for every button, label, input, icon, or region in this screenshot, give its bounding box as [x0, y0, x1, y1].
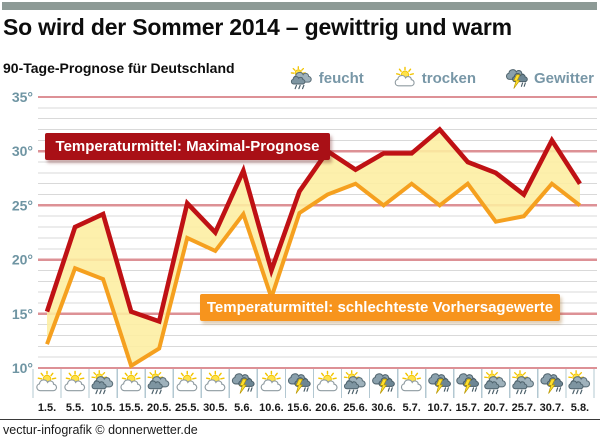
legend-label: Gewitter [533, 69, 594, 87]
x-axis-label: 10.7. [427, 402, 451, 414]
legend-label: trocken [421, 69, 476, 87]
x-axis-label: 15.7. [456, 402, 480, 414]
y-axis-label: 35° [12, 89, 33, 105]
x-axis-label: 5.6. [234, 402, 252, 414]
gewitter-icon [428, 373, 452, 395]
trocken-icon [260, 370, 282, 392]
trocken-icon [204, 370, 226, 392]
min-series-line [45, 180, 582, 369]
gewitter-icon [287, 373, 311, 395]
y-axis-label: 15° [12, 306, 33, 322]
range-band [47, 129, 580, 366]
series-lines [44, 126, 582, 369]
y-axis-label: 30° [12, 143, 33, 159]
x-axis-label: 25.7. [512, 402, 536, 414]
feucht-icon [512, 370, 535, 395]
trocken-icon [64, 370, 86, 392]
trocken-icon [176, 370, 198, 392]
temperature-range-band [47, 129, 580, 366]
feucht-icon [484, 370, 507, 395]
gewitter-icon [372, 373, 395, 395]
x-axis: 1.5. 5.5. 10.5. 15.5. 20.5. 25.5. 30.5. 5.6. 10.… [32, 369, 595, 414]
x-axis-label: 20.5. [147, 402, 171, 414]
x-axis-label: 30.5. [203, 402, 227, 414]
feucht-icon [568, 370, 591, 395]
x-axis-label: 20.6. [315, 402, 339, 414]
gewitter-icon [456, 373, 480, 395]
x-axis-label: 25.6. [343, 402, 367, 414]
feucht-icon [147, 370, 170, 395]
legend-label: feucht [318, 69, 364, 87]
feucht-icon [343, 370, 366, 395]
x-axis-label: 15.5. [119, 402, 143, 414]
x-axis-label: 30.6. [371, 402, 395, 414]
y-axis: 10° 15° 20° 25° 30° 35° [12, 89, 33, 376]
min-series-label: Temperaturmittel: schlechteste Vorhersag… [200, 294, 560, 321]
x-axis-label: 5.5. [66, 402, 84, 414]
x-axis-label: 10.6. [259, 402, 283, 414]
trocken-icon [316, 370, 338, 392]
page-title: So wird der Sommer 2014 – gewittrig und … [3, 14, 512, 40]
x-axis-label: 15.6. [287, 402, 311, 414]
credit-line: vectur-infografik © donnerwetter.de [3, 423, 198, 437]
x-axis-label: 20.7. [484, 402, 508, 414]
feucht-icon [91, 370, 114, 395]
y-axis-label: 25° [12, 197, 33, 213]
y-axis-label: 10° [12, 360, 33, 376]
trocken-icon [400, 370, 422, 392]
x-axis-label: 5.8. [571, 402, 589, 414]
x-axis-label: 10.5. [91, 402, 115, 414]
max-series-label: Temperaturmittel: Maximal-Prognose [45, 133, 330, 160]
legend-item-gewitter: Gewitter [504, 66, 594, 90]
gewitter-icon [231, 373, 255, 395]
x-axis-label: 5.7. [402, 402, 420, 414]
x-axis-label: 1.5. [38, 402, 56, 414]
top-bar [2, 2, 597, 10]
trocken-icon [120, 370, 142, 392]
legend-item-feucht: feucht [289, 66, 364, 90]
page-subtitle: 90-Tage-Prognose für Deutschland [3, 60, 235, 76]
y-axis-label: 20° [12, 252, 33, 268]
footer-divider [0, 419, 600, 420]
legend: feucht trocken Gewitter [289, 66, 594, 90]
x-axis-label: 25.5. [175, 402, 199, 414]
legend-item-trocken: trocken [392, 66, 476, 90]
max-series-line [44, 126, 582, 325]
x-axis-label: 30.7. [540, 402, 564, 414]
gewitter-icon [540, 373, 564, 395]
trocken-icon [36, 370, 58, 392]
